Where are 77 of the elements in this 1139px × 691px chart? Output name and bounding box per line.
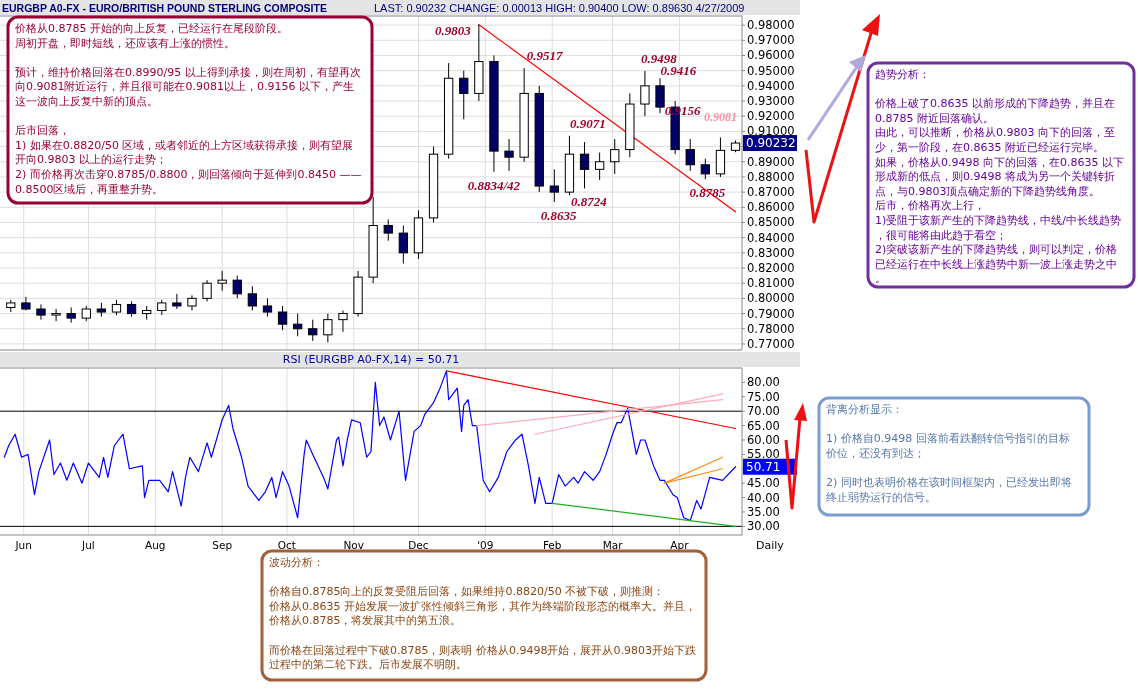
- y-tick-label: 45.00: [747, 476, 780, 491]
- annotation: 0.8635: [540, 207, 578, 223]
- x-tick-label: Mar: [602, 539, 624, 551]
- y-tick-label: 0.80000: [747, 291, 795, 306]
- annotation: 价格从0.8785 开始的向上反复，已经运行在尾段阶段。: [14, 22, 288, 35]
- y-tick-label: 0.92000: [747, 109, 795, 124]
- annotation: 1) 如果在0.8820/50 区域，或者邻近的上方区域获得承接，则有望展开向0.9803 以上的运行走势；: [15, 138, 354, 167]
- x-tick-label: Dec: [408, 539, 429, 551]
- text: 价格从0.8635 开始发展一波扩张性倾斜三角形，其作为终端阶段形态的概率大。并且，价格从0.8785，将发展其中的第五浪。: [268, 599, 696, 628]
- y-tick-label: 0.84000: [747, 230, 795, 245]
- text: 波动分析：: [269, 556, 324, 569]
- y-tick-label: 0.81000: [747, 276, 795, 291]
- text: 2)突破该新产生的下降趋势线，则可以判定，价格已经运行在中长线上涨趋势中新一波上涨走势之中。: [875, 243, 1118, 286]
- y-tick-label: 35.00: [747, 504, 780, 519]
- y-tick-label: 0.85000: [747, 215, 795, 230]
- chart-title: EURGBP A0-FX - EURO/BRITISH POUND STERLING COMPOSITE: [2, 2, 327, 14]
- x-tick-label: Feb: [542, 539, 562, 551]
- y-tick-label: 0.88000: [747, 169, 795, 184]
- x-tick-label: Sep: [212, 539, 233, 551]
- annotation: 0.9081: [704, 110, 737, 124]
- text: 后市，价格再次上行，: [875, 199, 985, 213]
- y-tick-label: 0.79000: [747, 306, 795, 321]
- chart-subtitle: LAST: 0.90232 CHANGE: 0.00013 HIGH: 0.90400 LOW: 0.89630 4/27/2009: [374, 2, 745, 14]
- x-tick-label: Apr: [670, 539, 690, 551]
- y-tick-label: 0.98000: [747, 18, 795, 33]
- y-tick-label: 0.96000: [747, 48, 795, 63]
- annotation: 0.8724: [570, 194, 608, 210]
- annotation: 预计，维持价格回落在0.8990/95 以上得到承接，则在周初，有望再次向0.9081附近运行，并且很可能在0.9081以上，0.9156 以下，产生这一波向上反复中新的顶点。: [15, 65, 361, 108]
- text: 1) 价格自0.9498 回落前看跌翻转信号指引的目标价位，还没有到达；: [825, 432, 1070, 460]
- y-tick-label: 0.94000: [747, 78, 795, 93]
- annotation: 周初开盘，即时短线，还应该有上涨的惯性。: [15, 36, 235, 50]
- y-tick-label: 0.77000: [747, 336, 795, 351]
- x-tick-label: Oct: [277, 539, 296, 551]
- annotation: 0.9803: [435, 22, 472, 38]
- text: 如果，价格从0.9498 向下的回落，在0.8635 以下形成新的低点，则0.9498 将成为另一个关键转折点，与0.9803顶点确定新的下降趋势线角度。: [875, 155, 1124, 198]
- text: 2) 同时也表明价格在该时间框架内，已经发出即将终止弱势运行的信号。: [826, 476, 1072, 504]
- y-tick-label: 0.83000: [747, 245, 795, 260]
- x-tick-label: '09: [477, 539, 494, 551]
- y-tick-label: 0.95000: [747, 63, 795, 78]
- annotation: 0.9498: [641, 50, 678, 66]
- annotation: 0.9071: [569, 115, 606, 131]
- text: 背离分析显示：: [826, 403, 903, 416]
- text: 趋势分析：: [875, 68, 930, 81]
- annotation: 0.9517: [526, 48, 563, 64]
- y-tick-label: 0.86000: [747, 200, 795, 215]
- text: 而价格在回落过程中下破0.8785，则表明 价格从0.9498开始，展开从0.9803开始下跌过程中的第二轮下跌。后市发展不明朗。: [269, 643, 696, 672]
- y-tick-label: 0.91000: [747, 124, 795, 139]
- y-tick-label: 0.89000: [747, 154, 795, 169]
- y-tick-label: 70.00: [747, 404, 780, 419]
- annotation: 2) 而价格再次击穿0.8785/0.8800，则回落倾向于延伸到0.8450 —— 0.8500区域后，再重整升势。: [15, 168, 362, 196]
- y-tick-label: 75.00: [747, 389, 780, 404]
- x-tick-label: Aug: [145, 539, 166, 551]
- annotation: 0.8834/42: [467, 177, 521, 193]
- annotation: 50.71: [746, 459, 781, 474]
- x-tick-label: Nov: [343, 539, 364, 551]
- y-tick-label: 55.00: [747, 447, 780, 462]
- text: 价格自0.8785向上的反复受阻后回落，如果维持0.8820/50 不被下破，则推测：: [268, 585, 665, 599]
- y-tick-label: 0.97000: [747, 33, 795, 48]
- y-tick-label: 0.87000: [747, 185, 795, 200]
- y-tick-label: 60.00: [747, 432, 780, 447]
- y-tick-label: 0.93000: [747, 94, 795, 109]
- chart-title: RSI (EURGBP A0-FX,14) = 50.71: [282, 353, 460, 366]
- annotation: 0.9416: [660, 63, 697, 79]
- annotation: 后市回落，: [15, 124, 70, 138]
- text: Daily: [756, 539, 785, 552]
- y-tick-label: 30.00: [747, 519, 780, 534]
- y-tick-label: 80.00: [747, 375, 780, 390]
- x-tick-label: Jun: [14, 539, 32, 551]
- y-tick-label: 65.00: [747, 418, 780, 433]
- y-tick-label: 0.82000: [747, 261, 795, 276]
- text: 价格上破了0.8635 以前形成的下降趋势，并且在0.8785 附近回落确认。: [874, 97, 1115, 125]
- text: 1)受阻于该新产生的下降趋势线，中线/中长线趋势，很可能将由此趋于看空；: [875, 214, 1121, 242]
- y-tick-label: 40.00: [747, 490, 780, 505]
- text: 由此，可以推断，价格从0.9803 向下的回落，至少，第一阶段，在0.8635 附近已经运行完毕。: [875, 126, 1115, 154]
- y-tick-label: 0.78000: [747, 321, 795, 336]
- annotation: 0.90232: [746, 136, 796, 151]
- x-tick-label: Jul: [81, 539, 95, 551]
